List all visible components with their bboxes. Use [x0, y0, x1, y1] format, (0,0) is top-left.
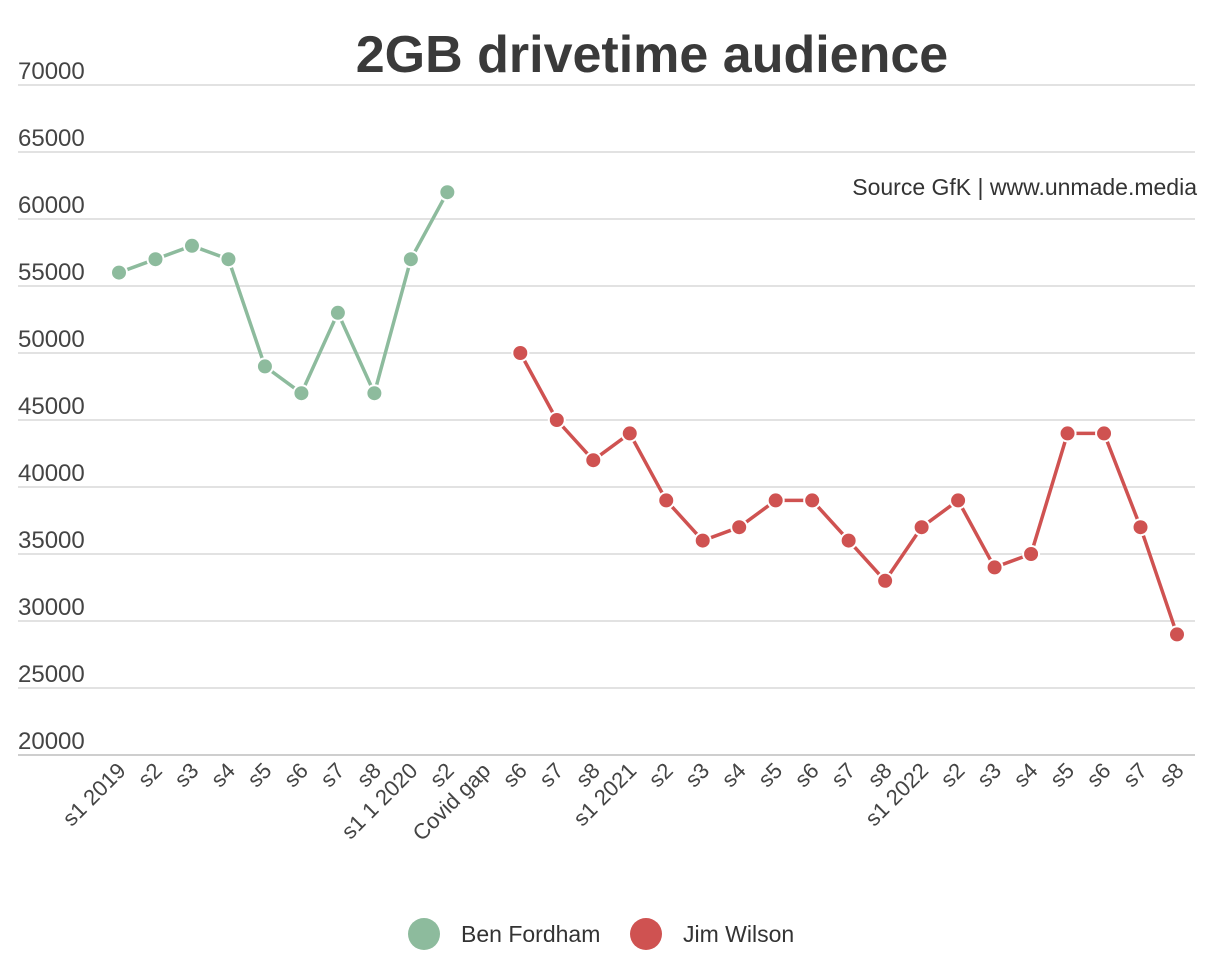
data-point [511, 344, 530, 362]
y-tick-label: 25000 [18, 661, 85, 688]
data-point [912, 518, 931, 537]
data-point [1022, 545, 1041, 563]
y-tick-label: 55000 [18, 259, 85, 286]
series-1 [110, 183, 457, 403]
y-tick-label: 40000 [18, 460, 85, 487]
y-tick-label: 30000 [18, 594, 85, 621]
legend-label: Ben Fordham [461, 921, 600, 947]
data-point [110, 263, 128, 282]
data-point [1168, 625, 1186, 644]
x-tick-label: s2 [644, 758, 678, 792]
legend-item[interactable]: Ben Fordham [408, 918, 600, 950]
data-point [949, 491, 968, 510]
data-point [803, 491, 822, 510]
data-point [292, 384, 311, 403]
data-point [985, 558, 1004, 577]
y-tick-label: 60000 [18, 192, 85, 219]
x-tick-label: s2 [133, 758, 167, 792]
x-tick-label: s6 [498, 758, 532, 792]
data-point [730, 518, 749, 537]
x-tick-label: s6 [790, 758, 824, 792]
chart-title: 2GB drivetime audience [356, 26, 948, 84]
series-layer [110, 183, 1186, 644]
data-point [584, 451, 603, 470]
data-point [438, 183, 457, 202]
series-line [518, 352, 1179, 635]
series-line [118, 191, 449, 395]
y-tick-label: 35000 [18, 527, 85, 554]
x-tick-label: s5 [753, 758, 787, 792]
data-point [1095, 424, 1114, 443]
data-point [693, 531, 712, 550]
x-tick-label: s2 [936, 758, 970, 792]
legend-marker [630, 918, 662, 950]
gridlines [18, 84, 1195, 756]
data-point [766, 491, 785, 510]
data-point [839, 531, 858, 550]
legend-marker [408, 918, 440, 950]
x-tick-label: s3 [972, 758, 1006, 792]
x-tick-label: s6 [1081, 758, 1115, 792]
data-point [146, 250, 165, 269]
x-tick-label: s1 2019 [57, 758, 130, 831]
x-tick-label: s3 [169, 758, 203, 792]
data-point [365, 384, 384, 403]
x-tick-label: s3 [680, 758, 714, 792]
x-tick-label: s4 [1008, 758, 1042, 792]
x-tick-label: s4 [717, 758, 751, 792]
x-tick-label: s4 [206, 758, 240, 792]
data-point [255, 357, 274, 376]
data-point [620, 424, 639, 443]
x-tick-label: s7 [1118, 758, 1152, 792]
x-tick-label: s7 [315, 758, 349, 792]
x-tick-label: s5 [1045, 758, 1079, 792]
y-axis: 70000 65000 60000 55000 50000 45000 40000 35000… [18, 58, 85, 755]
y-tick-label: 20000 [18, 728, 85, 755]
y-tick-label: 65000 [18, 125, 85, 152]
x-tick-label: s8 [1154, 758, 1188, 792]
data-point [547, 411, 566, 429]
data-point [657, 491, 676, 510]
y-tick-label: 45000 [18, 393, 85, 420]
source-annotation: Source GfK | www.unmade.media [852, 174, 1197, 200]
data-point [182, 236, 201, 255]
x-tick-label: s7 [534, 758, 568, 792]
x-tick-label: s7 [826, 758, 860, 792]
series-2 [511, 344, 1186, 644]
legend-label: Jim Wilson [683, 921, 794, 947]
data-point [1058, 424, 1077, 443]
legend[interactable]: Ben Fordham Jim Wilson [408, 918, 794, 950]
data-point [328, 303, 347, 322]
data-point [401, 250, 420, 269]
x-tick-label: s6 [279, 758, 313, 792]
data-point [876, 571, 895, 590]
legend-item[interactable]: Jim Wilson [630, 918, 794, 950]
data-point [219, 250, 238, 269]
y-tick-label: 50000 [18, 326, 85, 353]
x-tick-label: s5 [242, 758, 276, 792]
data-point [1131, 518, 1150, 537]
y-tick-label: 70000 [18, 58, 85, 85]
